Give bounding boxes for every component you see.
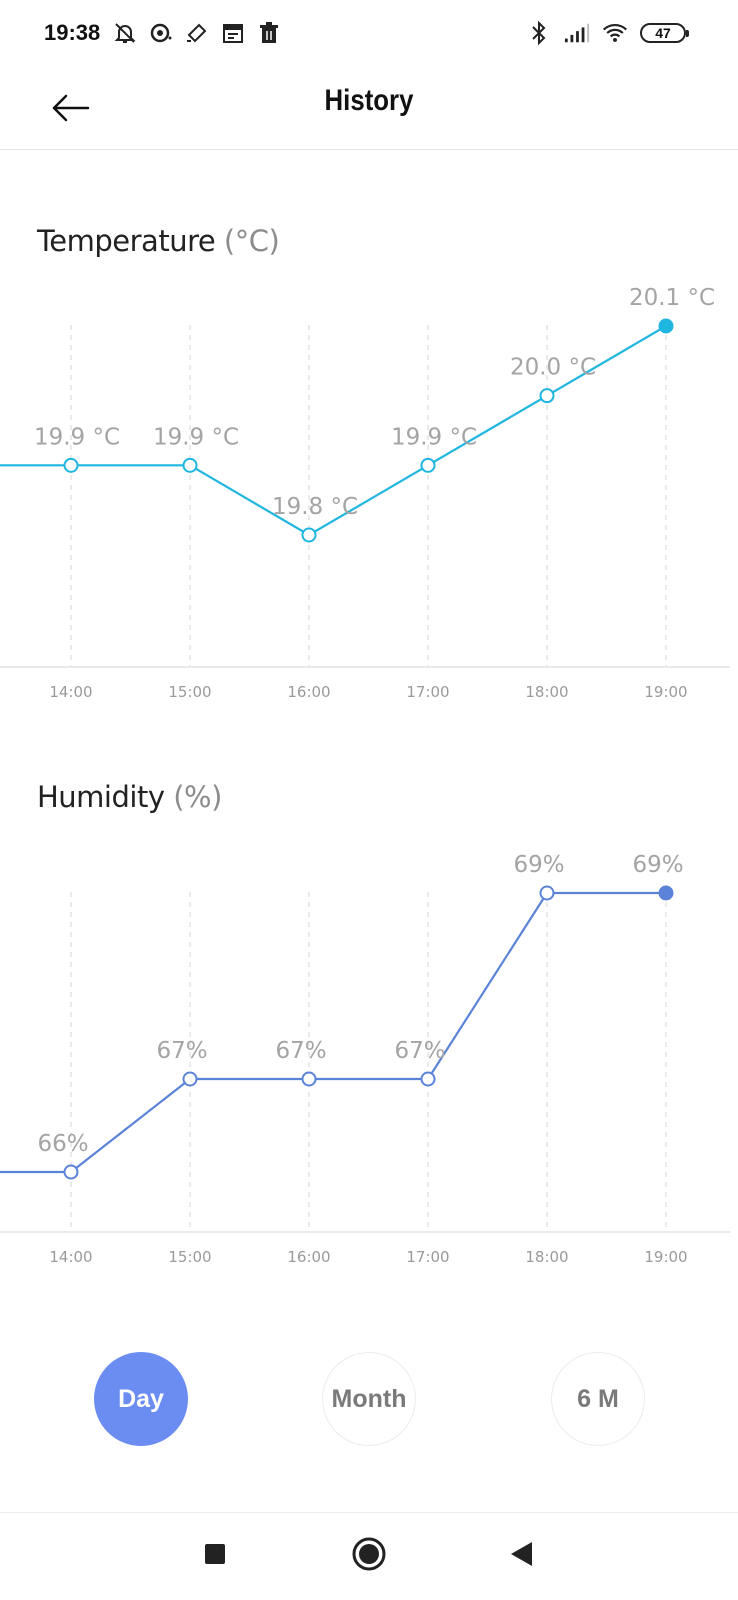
trash-icon — [256, 20, 282, 46]
data-label: 69% — [632, 852, 683, 878]
data-point — [182, 457, 198, 473]
app-header: History — [0, 70, 738, 150]
back-triangle-icon — [508, 1540, 534, 1573]
data-point — [539, 388, 555, 404]
data-label: 19.8 °C — [272, 494, 358, 520]
calendar-icon — [220, 20, 246, 46]
temperature-chart: 19.9 °C 14:00 19.9 °C 15:00 19.8 °C 16:00 19.9… — [0, 285, 730, 701]
data-point — [539, 885, 555, 901]
bell-off-icon — [112, 20, 138, 46]
status-bar: 19:38 47 — [0, 0, 738, 70]
x-tick-label: 15:00 — [168, 1248, 211, 1266]
x-tick-label: 16:00 — [287, 683, 330, 701]
x-tick-label: 15:00 — [168, 683, 211, 701]
x-tick-label: 19:00 — [644, 1248, 687, 1266]
cast-icon — [184, 20, 210, 46]
back-nav-button[interactable] — [496, 1531, 546, 1581]
back-button[interactable] — [40, 80, 100, 140]
status-time: 19:38 — [44, 20, 101, 45]
data-point — [658, 318, 674, 334]
data-label: 66% — [37, 1131, 88, 1157]
bluetooth-icon — [526, 20, 552, 46]
x-tick-label: 19:00 — [644, 683, 687, 701]
temperature-unit: (°C) — [223, 224, 280, 258]
x-tick-label: 16:00 — [287, 1248, 330, 1266]
data-label: 67% — [156, 1038, 207, 1064]
data-label: 69% — [513, 852, 564, 878]
period-day-button[interactable]: Day — [94, 1352, 188, 1446]
data-point — [301, 1071, 317, 1087]
series-line — [0, 891, 666, 1174]
data-point — [63, 1164, 79, 1180]
home-button[interactable] — [344, 1531, 394, 1581]
data-point — [182, 1071, 198, 1087]
humidity-chart: 66% 14:00 67% 15:00 67% 16:00 67% 17:00 69% 18:00… — [0, 852, 730, 1266]
data-label: 19.9 °C — [153, 424, 239, 450]
record-icon — [148, 20, 174, 46]
data-label: 20.0 °C — [510, 355, 596, 381]
data-label: 67% — [394, 1038, 445, 1064]
x-tick-label: 14:00 — [49, 1248, 92, 1266]
temperature-chart-title: Temperature (°C) — [37, 224, 280, 258]
data-label: 19.9 °C — [34, 424, 120, 450]
x-tick-label: 18:00 — [525, 683, 568, 701]
data-label: 19.9 °C — [391, 424, 477, 450]
data-point — [420, 457, 436, 473]
wifi-icon — [602, 20, 628, 46]
data-label: 67% — [275, 1038, 326, 1064]
status-left-icons — [112, 18, 282, 48]
page-title: History — [324, 84, 414, 117]
arrow-left-icon — [50, 93, 90, 128]
humidity-title-text: Humidity — [37, 780, 165, 814]
x-tick-label: 14:00 — [49, 683, 92, 701]
data-point — [420, 1071, 436, 1087]
humidity-unit: (%) — [173, 780, 222, 814]
status-right-icons: 47 — [526, 18, 689, 48]
period-month-button[interactable]: Month — [322, 1352, 416, 1446]
signal-icon — [564, 20, 590, 46]
system-nav-bar — [0, 1512, 738, 1600]
recents-button[interactable] — [190, 1531, 240, 1581]
recents-square-icon — [203, 1542, 227, 1571]
humidity-chart-title: Humidity (%) — [37, 780, 222, 814]
data-point — [301, 527, 317, 543]
home-circle-icon — [351, 1536, 387, 1577]
period-6m-button[interactable]: 6 M — [551, 1352, 645, 1446]
data-point — [658, 885, 674, 901]
x-tick-label: 17:00 — [406, 683, 449, 701]
temperature-title-text: Temperature — [37, 224, 216, 258]
data-label: 20.1 °C — [629, 285, 715, 311]
data-point — [63, 457, 79, 473]
battery-indicator: 47 — [640, 23, 689, 43]
x-tick-label: 17:00 — [406, 1248, 449, 1266]
x-tick-label: 18:00 — [525, 1248, 568, 1266]
